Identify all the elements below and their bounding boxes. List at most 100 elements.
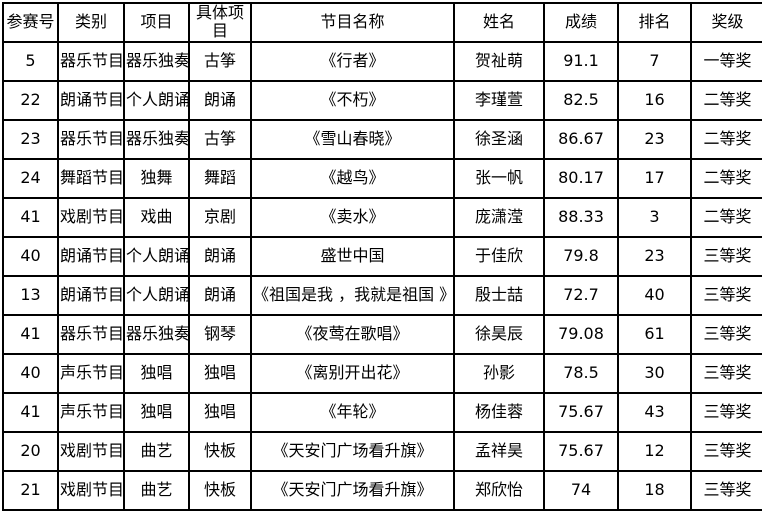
table-cell: 快板 xyxy=(188,430,252,472)
table-cell: 91.1 xyxy=(543,40,619,82)
table-cell: 戏剧节目 xyxy=(57,469,125,511)
table-cell: 庞潇滢 xyxy=(453,196,545,238)
table-cell: 74 xyxy=(543,469,619,511)
table-cell: 声乐节目 xyxy=(57,391,125,433)
table-cell: 戏剧节目 xyxy=(57,430,125,472)
table-cell: 朗诵节目 xyxy=(57,79,125,121)
table-row: 5 器乐节目 器乐独奏 古筝 《行者》 贺祉萌 91.1 7 一等奖 xyxy=(2,40,762,82)
table-cell: 舞蹈节目 xyxy=(57,157,125,199)
table-cell: 三等奖 xyxy=(690,430,762,472)
table-row: 41 器乐节目 器乐独奏 钢琴 《夜莺在歌唱》 徐昊辰 79.08 61 三等奖 xyxy=(2,313,762,355)
column-header: 排名 xyxy=(617,2,692,43)
table-body: 5 器乐节目 器乐独奏 古筝 《行者》 贺祉萌 91.1 7 一等奖 22 朗诵节目 个人朗诵 朗诵 《不… xyxy=(2,40,762,511)
table-cell: 器乐节目 xyxy=(57,313,125,355)
table-cell: 16 xyxy=(617,79,692,121)
table-cell: 古筝 xyxy=(188,40,252,82)
table-cell: 戏曲 xyxy=(123,196,190,238)
table-cell: 《不朽》 xyxy=(250,79,455,121)
table-cell: 朗诵节目 xyxy=(57,235,125,277)
column-header: 参赛号 xyxy=(2,2,59,43)
table-cell: 23 xyxy=(617,118,692,160)
table-cell: 朗诵 xyxy=(188,79,252,121)
table-row: 40 朗诵节目 个人朗诵 朗诵 盛世中国 于佳欣 79.8 23 三等奖 xyxy=(2,235,762,277)
table-cell: 独唱 xyxy=(188,352,252,394)
table-cell: 朗诵 xyxy=(188,235,252,277)
table-cell: 个人朗诵 xyxy=(123,274,190,316)
table-cell: 贺祉萌 xyxy=(453,40,545,82)
table-cell: 一等奖 xyxy=(690,40,762,82)
table-cell: 器乐独奏 xyxy=(123,313,190,355)
table-cell: 杨佳蓉 xyxy=(453,391,545,433)
table-row: 20 戏剧节目 曲艺 快板 《天安门广场看升旗》 孟祥昊 75.67 12 三等奖 xyxy=(2,430,762,472)
table-cell: 18 xyxy=(617,469,692,511)
table-cell: 21 xyxy=(2,469,59,511)
table-cell: 盛世中国 xyxy=(250,235,455,277)
table-cell: 独唱 xyxy=(123,391,190,433)
table-cell: 《夜莺在歌唱》 xyxy=(250,313,455,355)
table-cell: 30 xyxy=(617,352,692,394)
table-cell: 《年轮》 xyxy=(250,391,455,433)
table-row: 41 声乐节目 独唱 独唱 《年轮》 杨佳蓉 75.67 43 三等奖 xyxy=(2,391,762,433)
table-cell: 41 xyxy=(2,196,59,238)
table-cell: 殷士喆 xyxy=(453,274,545,316)
table-cell: 于佳欣 xyxy=(453,235,545,277)
table-cell: 86.67 xyxy=(543,118,619,160)
table-cell: 《越鸟》 xyxy=(250,157,455,199)
table-cell: 独舞 xyxy=(123,157,190,199)
table-cell: 京剧 xyxy=(188,196,252,238)
table-cell: 曲艺 xyxy=(123,469,190,511)
table-cell: 器乐节目 xyxy=(57,118,125,160)
table-cell: 《雪山春晓》 xyxy=(250,118,455,160)
table-cell: 张一帆 xyxy=(453,157,545,199)
column-header: 奖级 xyxy=(690,2,762,43)
column-header: 节目名称 xyxy=(250,2,455,43)
table-cell: 72.7 xyxy=(543,274,619,316)
table-cell: 三等奖 xyxy=(690,352,762,394)
table-cell: 器乐独奏 xyxy=(123,118,190,160)
table-cell: 曲艺 xyxy=(123,430,190,472)
table-cell: 郑欣怡 xyxy=(453,469,545,511)
table-cell: 5 xyxy=(2,40,59,82)
table-cell: 古筝 xyxy=(188,118,252,160)
table-cell: 李瑾萱 xyxy=(453,79,545,121)
table-cell: 个人朗诵 xyxy=(123,235,190,277)
table-cell: 79.8 xyxy=(543,235,619,277)
table-cell: 24 xyxy=(2,157,59,199)
table-cell: 88.33 xyxy=(543,196,619,238)
table-cell: 43 xyxy=(617,391,692,433)
table-cell: 22 xyxy=(2,79,59,121)
table-cell: 二等奖 xyxy=(690,196,762,238)
table-row: 23 器乐节目 器乐独奏 古筝 《雪山春晓》 徐圣涵 86.67 23 二等奖 xyxy=(2,118,762,160)
table-cell: 声乐节目 xyxy=(57,352,125,394)
table-cell: 三等奖 xyxy=(690,391,762,433)
table-row: 13 朗诵节目 个人朗诵 朗诵 《祖国是我 ，我就是祖国 》殷士喆 72.7 40 三等奖 xyxy=(2,274,762,316)
table-cell: 朗诵节目 xyxy=(57,274,125,316)
table-cell: 79.08 xyxy=(543,313,619,355)
table-cell: 徐圣涵 xyxy=(453,118,545,160)
table-row: 40 声乐节目 独唱 独唱 《离别开出花》 孙影 78.5 30 三等奖 xyxy=(2,352,762,394)
table-cell: 3 xyxy=(617,196,692,238)
table-cell: 三等奖 xyxy=(690,469,762,511)
table-cell: 《离别开出花》 xyxy=(250,352,455,394)
table-cell: 器乐节目 xyxy=(57,40,125,82)
table-cell: 戏剧节目 xyxy=(57,196,125,238)
table-cell: 二等奖 xyxy=(690,118,762,160)
table-cell: 《卖水》 xyxy=(250,196,455,238)
header-row: 参赛号 类别 项目 具体项目 节目名称 姓名 成绩 排名 奖级 xyxy=(2,2,762,43)
table-row: 21 戏剧节目 曲艺 快板 《天安门广场看升旗》 郑欣怡 74 18 三等奖 xyxy=(2,469,762,511)
table-cell: 徐昊辰 xyxy=(453,313,545,355)
column-header: 姓名 xyxy=(453,2,545,43)
table-cell: 75.67 xyxy=(543,391,619,433)
column-header: 成绩 xyxy=(543,2,619,43)
table-row: 41 戏剧节目 戏曲 京剧 《卖水》 庞潇滢 88.33 3 二等奖 xyxy=(2,196,762,238)
table-cell: 7 xyxy=(617,40,692,82)
table-cell: 舞蹈 xyxy=(188,157,252,199)
table-cell: 61 xyxy=(617,313,692,355)
table-cell: 41 xyxy=(2,313,59,355)
table-cell: 12 xyxy=(617,430,692,472)
table-cell: 《行者》 xyxy=(250,40,455,82)
table-cell: 41 xyxy=(2,391,59,433)
table-cell: 78.5 xyxy=(543,352,619,394)
table-cell: 17 xyxy=(617,157,692,199)
